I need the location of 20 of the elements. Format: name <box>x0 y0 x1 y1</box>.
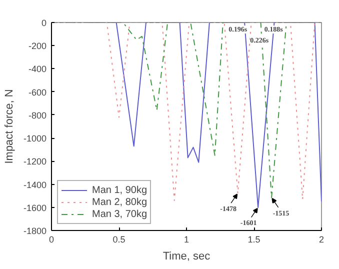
y-tick-label: -600 <box>28 87 46 98</box>
x-tick-label: 1 <box>184 234 190 244</box>
legend-label: Man 1, 90kg <box>92 184 148 196</box>
x-tick-label: 1.5 <box>248 234 260 244</box>
y-tick-label: -1400 <box>23 180 47 190</box>
y-tick-label: -400 <box>28 64 46 74</box>
y-tick-label: -800 <box>28 110 46 120</box>
legend-label: Man 2, 80kg <box>92 196 148 208</box>
x-tick-label: 0.5 <box>112 234 126 244</box>
legend-label: Man 3, 70kg <box>92 208 148 220</box>
y-tick-label: -1800 <box>23 226 47 236</box>
y-axis-title: Impact force, N <box>3 89 16 164</box>
y-tick-label: -1000 <box>23 134 47 144</box>
y-tick-label: 0 <box>41 18 47 28</box>
x-tick-label: 2 <box>318 234 324 244</box>
x-axis-title: Time, sec <box>162 250 211 262</box>
y-tick-label: -1200 <box>23 156 47 167</box>
y-tick-label: -200 <box>28 41 46 52</box>
x-tick-label: 0 <box>48 234 54 244</box>
y-tick-label: -1600 <box>23 202 47 213</box>
